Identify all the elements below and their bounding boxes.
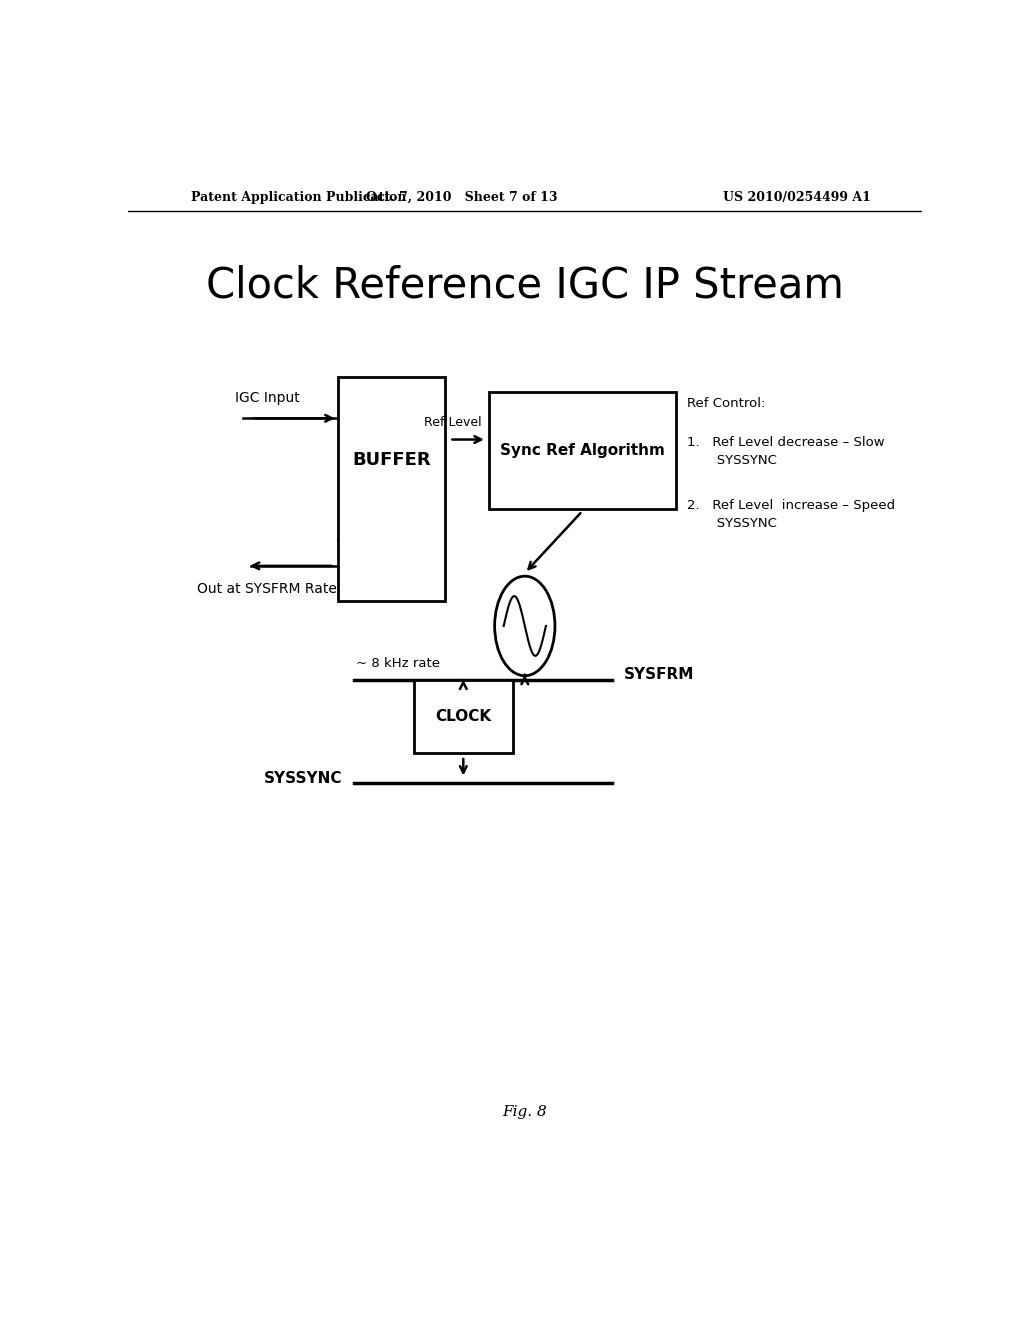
Text: Fig. 8: Fig. 8: [503, 1105, 547, 1119]
Text: CLOCK: CLOCK: [435, 709, 492, 723]
Text: Ref Control:: Ref Control:: [687, 397, 766, 411]
Text: IGC Input: IGC Input: [234, 391, 299, 405]
Text: 1.   Ref Level decrease – Slow
       SYSSYNC: 1. Ref Level decrease – Slow SYSSYNC: [687, 436, 885, 467]
Text: Oct. 7, 2010   Sheet 7 of 13: Oct. 7, 2010 Sheet 7 of 13: [366, 190, 557, 203]
Text: ~ 8 kHz rate: ~ 8 kHz rate: [355, 656, 440, 669]
Text: Ref Level: Ref Level: [424, 416, 481, 429]
Text: SYSSYNC: SYSSYNC: [264, 771, 342, 785]
Text: Patent Application Publication: Patent Application Publication: [191, 190, 407, 203]
Text: SYSFRM: SYSFRM: [624, 667, 694, 682]
Bar: [338, 378, 445, 601]
Bar: [414, 680, 513, 752]
Text: Out at SYSFRM Rate: Out at SYSFRM Rate: [197, 582, 337, 597]
Ellipse shape: [495, 576, 555, 676]
Text: Sync Ref Algorithm: Sync Ref Algorithm: [500, 444, 665, 458]
Text: BUFFER: BUFFER: [352, 450, 431, 469]
Text: US 2010/0254499 A1: US 2010/0254499 A1: [723, 190, 871, 203]
Text: Clock Reference IGC IP Stream: Clock Reference IGC IP Stream: [206, 264, 844, 306]
Bar: [489, 392, 676, 510]
Text: 2.   Ref Level  increase – Speed
       SYSSYNC: 2. Ref Level increase – Speed SYSSYNC: [687, 499, 896, 529]
